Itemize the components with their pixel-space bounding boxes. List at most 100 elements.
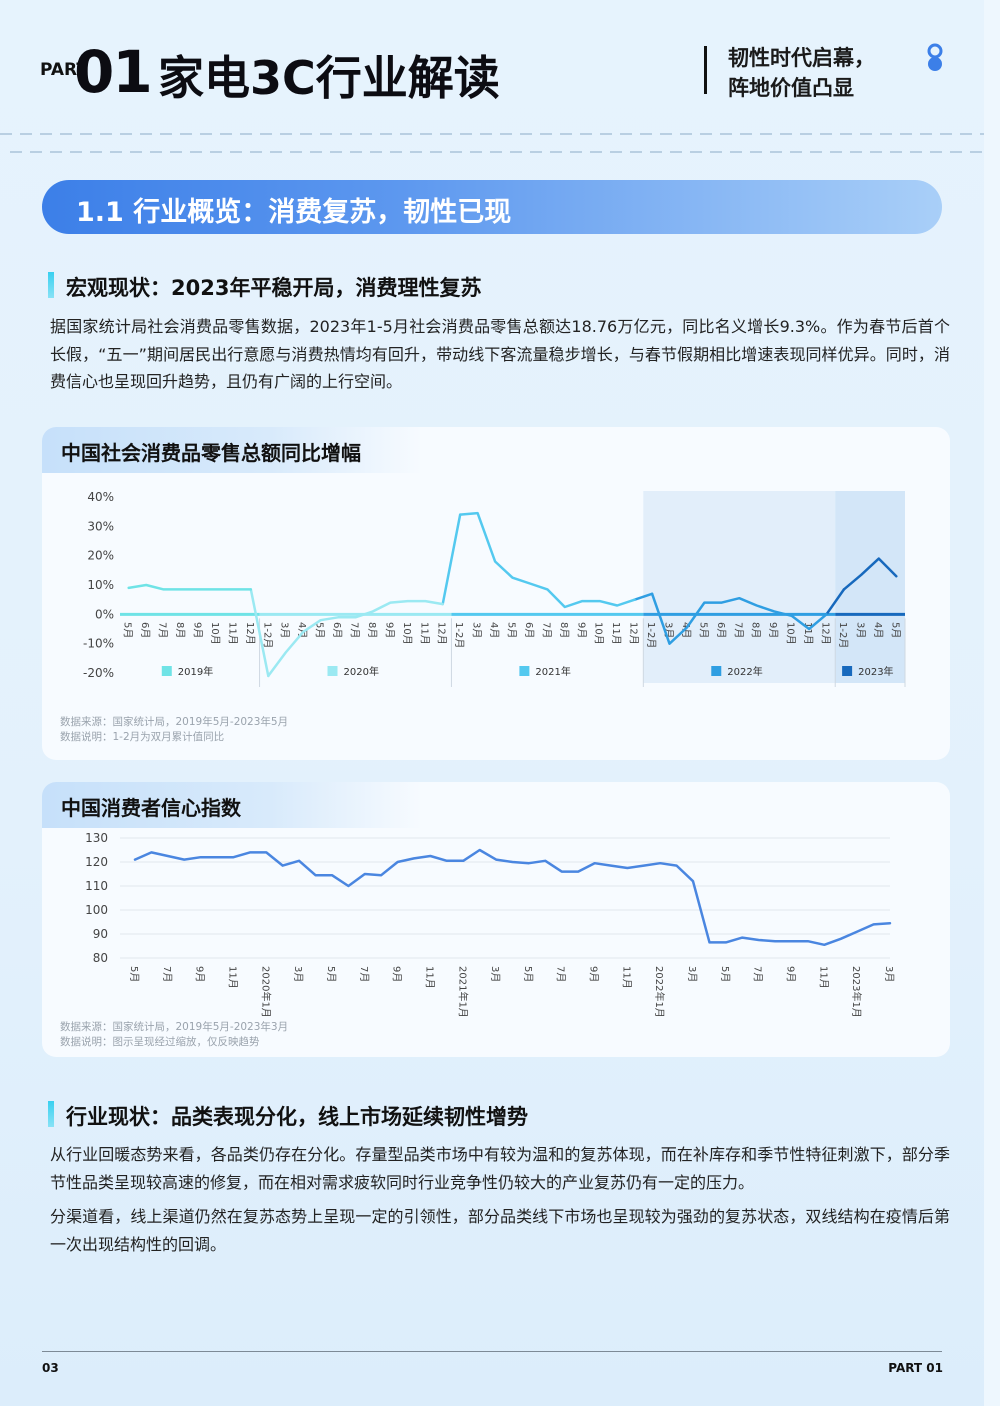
data-line bbox=[267, 599, 444, 678]
x-tick-label: 9月 bbox=[192, 622, 204, 638]
x-tick-label: 1-2月 bbox=[261, 622, 273, 648]
x-tick-label: 11月 bbox=[817, 966, 829, 989]
x-tick-label: 9月 bbox=[785, 966, 797, 982]
x-tick-label: 7月 bbox=[161, 966, 173, 982]
x-tick-label: 12月 bbox=[436, 622, 448, 645]
chart-note: 数据说明：图示呈现经过缩放，仅反映趋势 bbox=[60, 1036, 260, 1048]
section-title: 1.1 行业概览：消费复苏，韧性已现 bbox=[76, 197, 512, 228]
x-tick-label: 3月 bbox=[279, 622, 291, 638]
divider bbox=[704, 46, 707, 94]
y-tick-label: 0% bbox=[95, 607, 114, 621]
x-tick-label: 10月 bbox=[593, 622, 605, 645]
tagline: 韧性时代启幕， bbox=[728, 46, 875, 70]
x-tick-label: 7月 bbox=[157, 622, 169, 638]
x-tick-label: 9月 bbox=[194, 966, 206, 982]
x-tick-label: 5月 bbox=[889, 622, 901, 638]
x-tick-label: 5月 bbox=[314, 622, 326, 638]
x-tick-label: 10月 bbox=[209, 622, 221, 645]
tagline: 阵地价值凸显 bbox=[728, 76, 854, 100]
region-band bbox=[643, 491, 836, 683]
paragraph: 分渠道看，线上渠道仍然在复苏态势上呈现一定的引领性，部分品类线下市场也呈现较为强… bbox=[50, 1207, 950, 1254]
x-tick-label: 11月 bbox=[610, 622, 622, 645]
legend-swatch bbox=[161, 666, 172, 676]
series-connector bbox=[249, 588, 270, 678]
paragraph: 从行业回暖态势来看，各品类仍存在分化。存量型品类市场中有较为温和的复苏体现，而在… bbox=[50, 1145, 950, 1192]
x-tick-label: 11月 bbox=[620, 966, 632, 989]
x-tick-label: 6月 bbox=[523, 622, 535, 638]
series-connector bbox=[633, 592, 654, 601]
chart-title: 中国消费者信心指数 bbox=[61, 796, 241, 820]
x-tick-label: 5月 bbox=[697, 622, 709, 638]
x-tick-label: 5月 bbox=[128, 966, 140, 982]
data-line bbox=[650, 592, 828, 645]
x-tick-label: 12月 bbox=[820, 622, 832, 645]
x-tick-label: 12月 bbox=[244, 622, 256, 645]
legend-label: 2019年 bbox=[178, 665, 213, 678]
x-tick-label: 10月 bbox=[401, 622, 413, 645]
paragraph: 据国家统计局社会消费品零售数据，2023年1-5月社会消费品零售总额达18.76… bbox=[50, 317, 950, 391]
x-tick-label: 11月 bbox=[226, 622, 238, 645]
y-tick-label: 100 bbox=[85, 903, 108, 917]
y-tick-label: 130 bbox=[85, 831, 108, 845]
chart-card: 中国社会消费品零售总额同比增幅 40% 30% 20% 10% 0% -10% -20% 5月… bbox=[42, 427, 950, 760]
subheading: 宏观现状：2023年平稳开局，消费理性复苏 bbox=[66, 276, 482, 300]
heading-bar bbox=[48, 272, 54, 298]
data-line bbox=[842, 557, 898, 591]
x-tick-label: 2021年1月 bbox=[456, 966, 469, 1018]
page-number: 03 bbox=[42, 1361, 59, 1375]
x-tick-label: 5月 bbox=[522, 966, 534, 982]
x-tick-label: 8月 bbox=[558, 622, 570, 638]
series-connector bbox=[825, 588, 846, 616]
y-tick-label: 80 bbox=[93, 951, 108, 965]
x-tick-label: 8月 bbox=[750, 622, 762, 638]
data-line bbox=[133, 848, 892, 947]
y-tick-label: 10% bbox=[87, 578, 114, 592]
chart-note: 数据来源：国家统计局，2019年5月-2023年5月 bbox=[60, 716, 289, 728]
x-tick-label: 6月 bbox=[331, 622, 343, 638]
x-tick-label: 3月 bbox=[292, 966, 304, 982]
x-tick-label: 3月 bbox=[686, 966, 698, 982]
x-tick-label: 7月 bbox=[752, 966, 764, 982]
y-tick-label: 40% bbox=[87, 490, 114, 504]
data-line bbox=[127, 583, 253, 591]
x-tick-label: 1-2月 bbox=[645, 622, 657, 648]
x-tick-label: 7月 bbox=[540, 622, 552, 638]
x-tick-label: 4月 bbox=[488, 622, 500, 638]
x-tick-label: 11月 bbox=[418, 622, 430, 645]
x-tick-label: 11月 bbox=[423, 966, 435, 989]
chart: 130 120 110 100 90 80 5月 7月 9月 11月 2020年1月 3月 5月 7月 9月… bbox=[85, 831, 895, 1018]
x-tick-label: 2023年1月 bbox=[850, 966, 863, 1018]
x-tick-label: 7月 bbox=[555, 966, 567, 982]
series-connector bbox=[441, 513, 462, 606]
heading-bar bbox=[48, 1101, 54, 1127]
x-tick-label: 3月 bbox=[883, 966, 895, 982]
x-tick-label: 2020年1月 bbox=[259, 966, 272, 1018]
x-tick-label: 9月 bbox=[575, 622, 587, 638]
card-tab bbox=[42, 427, 422, 473]
x-tick-label: 4月 bbox=[296, 622, 308, 638]
y-tick-label: 110 bbox=[85, 879, 108, 893]
dashed-decoration bbox=[0, 133, 984, 153]
x-tick-label: 2022年1月 bbox=[653, 966, 666, 1018]
x-tick-label: 7月 bbox=[358, 966, 370, 982]
y-tick-label: 20% bbox=[87, 549, 114, 563]
chart-note: 数据来源：国家统计局，2019年5月-2023年3月 bbox=[60, 1021, 289, 1033]
x-tick-label: 10月 bbox=[785, 622, 797, 645]
legend-swatch bbox=[327, 666, 338, 676]
x-tick-label: 9月 bbox=[767, 622, 779, 638]
part-label: PART bbox=[40, 60, 88, 80]
legend-swatch bbox=[842, 666, 853, 676]
chart-note: 数据说明：1-2月为双月累计值同比 bbox=[60, 731, 225, 743]
y-tick-label: -10% bbox=[83, 637, 114, 651]
x-tick-label: 9月 bbox=[391, 966, 403, 982]
legend-label: 2023年 bbox=[858, 665, 893, 678]
x-tick-label: 6月 bbox=[715, 622, 727, 638]
x-tick-label: 7月 bbox=[732, 622, 744, 638]
x-tick-label: 6月 bbox=[139, 622, 151, 638]
footer-part: PART 01 bbox=[888, 1361, 943, 1375]
y-tick-label: 120 bbox=[85, 855, 108, 869]
side-strip bbox=[984, 0, 1000, 1406]
y-tick-label: 30% bbox=[87, 519, 114, 533]
x-tick-label: 4月 bbox=[872, 622, 884, 638]
